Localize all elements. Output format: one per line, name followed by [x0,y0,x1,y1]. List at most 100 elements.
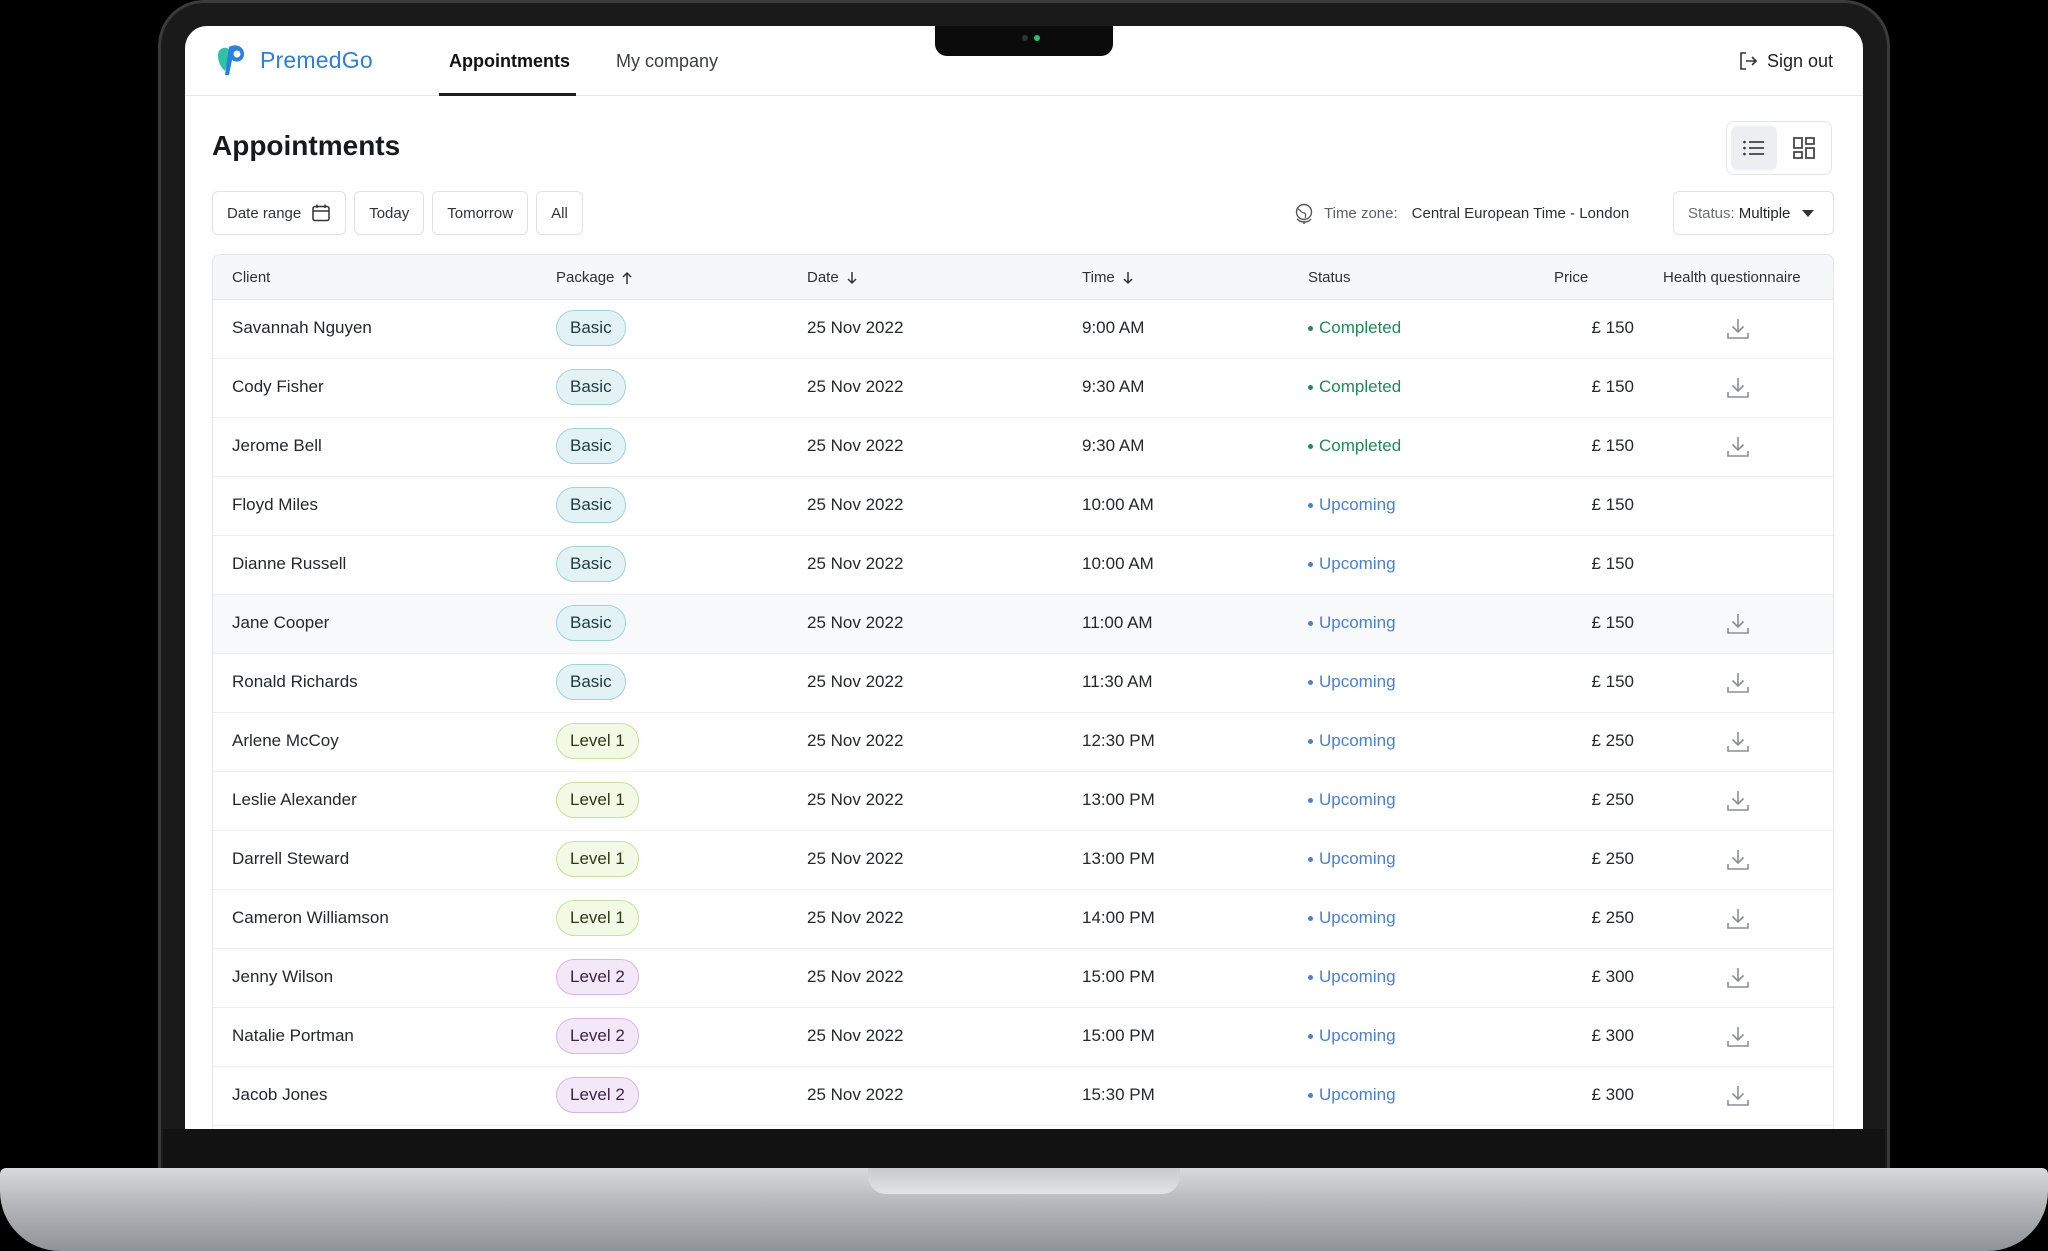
package-badge: Basic [556,605,626,641]
download-questionnaire-button[interactable] [1723,1022,1753,1052]
status-dot [1308,974,1313,980]
package-badge: Level 1 [556,900,639,936]
table-row[interactable]: Floyd Miles Basic 25 Nov 2022 10:00 AM U… [213,477,1833,536]
status-dot [1308,502,1313,508]
download-questionnaire-button[interactable] [1723,727,1753,757]
table-row[interactable]: Dianne Russell Basic 25 Nov 2022 10:00 A… [213,536,1833,595]
download-questionnaire-button[interactable] [1723,609,1753,639]
price-value: £ 150 [1591,613,1634,632]
sort-descending-icon [1123,271,1133,284]
table-row[interactable]: Jacob Jones Level 2 25 Nov 2022 15:30 PM… [213,1067,1833,1126]
status-label: Upcoming [1319,1085,1396,1104]
table-row[interactable]: Natalie Portman Level 2 25 Nov 2022 15:0… [213,1008,1833,1067]
client-name: Cody Fisher [232,377,324,396]
appointment-time: 10:00 AM [1082,495,1154,514]
client-name: Leslie Alexander [232,790,357,809]
status-dot [1308,1092,1313,1098]
date-range-button[interactable]: Date range [212,191,347,235]
app-screen: PremedGo Appointments My company Sign ou… [185,26,1863,1129]
download-questionnaire-button[interactable] [1723,786,1753,816]
table-row[interactable]: Arlene McCoy Level 1 25 Nov 2022 12:30 P… [213,713,1833,772]
client-name: Jenny Wilson [232,967,334,986]
tab-appointments[interactable]: Appointments [449,51,570,71]
download-questionnaire-button[interactable] [1723,668,1753,698]
all-button[interactable]: All [536,191,583,235]
download-icon [1727,968,1749,988]
status-badge: Upcoming [1308,672,1396,692]
tab-my-company[interactable]: My company [616,51,719,71]
appointment-time: 12:30 PM [1082,731,1155,750]
appointment-date: 25 Nov 2022 [807,672,904,691]
download-questionnaire-button[interactable] [1723,314,1753,344]
appointment-time: 9:30 AM [1082,436,1145,455]
status-filter-value: Multiple [1738,204,1791,222]
table-row[interactable]: Leslie Alexander Level 1 25 Nov 2022 13:… [213,772,1833,831]
status-label: Upcoming [1319,613,1396,632]
table-row[interactable]: Ronald Richards Basic 25 Nov 2022 11:30 … [213,654,1833,713]
table-row[interactable]: Cameron Williamson Level 1 25 Nov 2022 1… [213,890,1833,949]
client-name: Floyd Miles [232,495,318,514]
column-header-date[interactable]: Date [807,269,859,286]
status-badge: Upcoming [1308,967,1396,987]
status-dot [1308,1033,1313,1039]
table-row[interactable]: Savannah Nguyen Basic 25 Nov 2022 9:00 A… [213,300,1833,359]
price-value: £ 250 [1591,908,1634,927]
list-view-button[interactable] [1731,126,1777,170]
appointment-time: 11:30 AM [1082,672,1153,691]
camera-notch [935,26,1113,56]
download-questionnaire-button[interactable] [1723,373,1753,403]
sort-ascending-icon [622,271,632,284]
download-questionnaire-button[interactable] [1723,845,1753,875]
download-questionnaire-button[interactable] [1723,963,1753,993]
brand-logo[interactable]: PremedGo [212,41,373,79]
table-row[interactable]: Jenny Wilson Level 2 25 Nov 2022 15:00 P… [213,949,1833,1008]
tomorrow-button[interactable]: Tomorrow [432,191,529,235]
table-row[interactable]: Jane Cooper Basic 25 Nov 2022 11:00 AM U… [213,595,1833,654]
column-header-package[interactable]: Package [556,269,634,286]
download-icon [1727,850,1749,870]
download-questionnaire-button[interactable] [1723,1081,1753,1111]
today-button[interactable]: Today [354,191,425,235]
camera-sensor [1022,35,1028,41]
sign-out-label: Sign out [1766,50,1833,71]
table-header: Client Package Date Time Status Price He… [213,255,1833,300]
column-header-time[interactable]: Time [1082,269,1135,286]
price-value: £ 250 [1591,731,1634,750]
download-questionnaire-button[interactable] [1723,432,1753,462]
status-dot [1308,856,1313,862]
table-body: Savannah Nguyen Basic 25 Nov 2022 9:00 A… [213,300,1833,1126]
column-header-health-questionnaire: Health questionnaire [1663,269,1801,286]
status-dot [1308,679,1313,685]
price-value: £ 250 [1591,849,1634,868]
sort-descending-icon [847,271,857,284]
brand-name: PremedGo [260,46,373,73]
table-row[interactable]: Jerome Bell Basic 25 Nov 2022 9:30 AM Co… [213,418,1833,477]
timezone-selector[interactable]: Time zone: Central European Time - Londo… [1292,201,1629,225]
status-label: Upcoming [1319,672,1396,691]
status-label: Completed [1319,436,1402,455]
camera-light [1034,35,1040,41]
download-questionnaire-button[interactable] [1723,904,1753,934]
appointment-time: 13:00 PM [1082,849,1155,868]
status-badge: Completed [1308,377,1401,397]
date-range-label: Date range [227,204,302,222]
appointment-date: 25 Nov 2022 [807,790,904,809]
appointment-date: 25 Nov 2022 [807,731,904,750]
status-badge: Upcoming [1308,908,1396,928]
sign-out-button[interactable]: Sign out [1737,50,1833,72]
table-row[interactable]: Cody Fisher Basic 25 Nov 2022 9:30 AM Co… [213,359,1833,418]
package-badge: Basic [556,487,626,523]
package-badge: Level 2 [556,1077,639,1113]
active-tab-indicator [439,93,576,96]
status-filter-dropdown[interactable]: Status: Multiple [1673,191,1834,235]
column-header-price[interactable]: Price [1554,269,1588,286]
status-label: Upcoming [1319,967,1396,986]
appointment-date: 25 Nov 2022 [807,436,904,455]
grid-view-button[interactable] [1781,126,1827,170]
column-header-client[interactable]: Client [232,269,270,286]
price-value: £ 150 [1591,318,1634,337]
table-row[interactable]: Darrell Steward Level 1 25 Nov 2022 13:0… [213,831,1833,890]
top-navbar: PremedGo Appointments My company Sign ou… [185,26,1863,96]
column-header-status[interactable]: Status [1308,269,1351,286]
status-label: Upcoming [1319,731,1396,750]
